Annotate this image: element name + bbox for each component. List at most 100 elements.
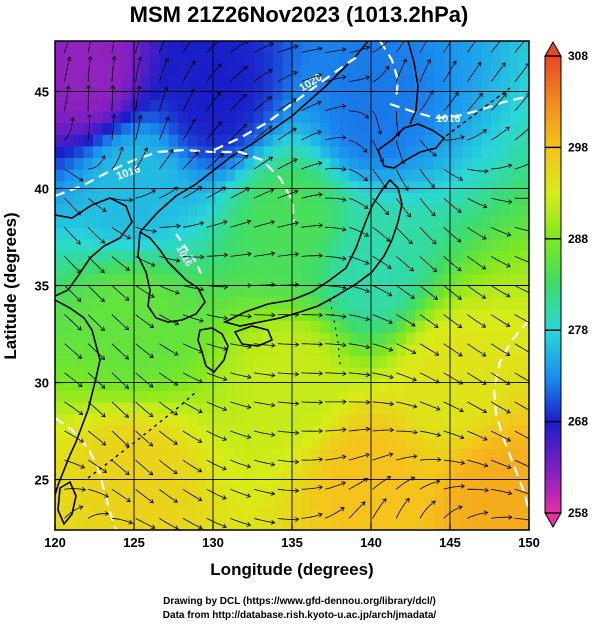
field-cell [149,169,160,182]
field-cell [310,75,322,89]
field-cell [254,41,265,54]
field-cell [83,320,94,333]
streamline [396,285,415,299]
field-cell [216,413,227,426]
field-cell [244,87,255,100]
streamline [443,227,462,243]
field-cell [130,262,141,275]
streamline-arrowhead [100,154,106,160]
field-cell [500,134,511,147]
streamline-arrowhead [150,262,156,267]
field-cell [453,413,464,426]
field-cell [386,110,397,124]
field-cell [529,169,539,181]
field-cell [358,425,369,438]
field-cell [235,401,246,415]
field-cell [244,99,255,112]
field-cell [92,506,103,519]
field-cell [443,285,454,298]
field-cell [424,413,435,426]
chart-title: MSM 21Z26Nov2023 (1013.2hPa) [130,2,469,27]
field-cell [216,41,227,54]
field-cell [348,180,359,193]
field-cell [510,460,521,473]
field-cell [55,460,66,473]
field-cell [358,506,369,519]
field-cell [130,355,141,368]
field-cell [206,413,217,426]
field-cell [472,110,483,124]
isobar-northeast [379,41,400,101]
field-cell [377,204,388,217]
field-cell [73,285,85,298]
field-cell [92,308,103,322]
field-cell [168,343,179,356]
field-cell [510,401,521,415]
streamline [372,226,391,242]
field-cell [358,145,369,159]
field-cell [254,52,265,65]
field-cell [405,460,416,473]
map-field: 1020 1016 1016 1016 [55,33,539,530]
field-cell [263,238,274,252]
field-cell [329,436,340,450]
field-cell [197,308,208,322]
field-cell [121,320,132,333]
field-cell [121,52,132,65]
field-cell [348,64,359,77]
field-cell [102,332,113,345]
streamline-arrowhead [531,261,535,265]
field-cell [282,227,293,240]
streamline-arrowhead [126,235,132,240]
field-cell [481,343,492,356]
streamline-arrowhead [506,464,512,470]
field-cell [320,169,331,182]
field-cell [273,204,284,217]
field-cell [149,390,160,403]
field-cell [453,52,464,65]
field-cell [225,506,236,519]
field-cell [348,75,359,89]
field-cell [102,157,113,170]
field-cell [206,52,217,65]
streamline [111,226,131,240]
field-cell [424,506,435,519]
field-cell [396,41,407,54]
streamline [443,285,462,300]
field-cell [216,64,227,77]
streamline [182,372,203,383]
field-cell [130,343,141,356]
field-cell [510,343,521,356]
streamline [348,314,370,321]
streamline-arrowhead [402,58,407,64]
streamline-arrowhead [137,114,143,120]
field-cell [519,262,529,275]
streamline-arrowhead [453,33,457,37]
streamline-arrowhead [411,349,417,355]
field-cell [339,320,350,333]
field-cell [216,250,227,263]
field-cell [320,157,331,170]
streamline-arrowhead [294,312,300,318]
field-cell [168,425,179,438]
streamline [419,197,436,217]
isobar-southeast [492,319,529,511]
field-cell [453,297,464,310]
field-cell [434,436,445,450]
field-cell [529,495,539,507]
field-cell [244,273,255,287]
field-cell [491,227,502,240]
field-cell [83,262,94,275]
streamline-arrowhead [293,158,298,163]
streamline [325,343,347,346]
field-cell [206,436,217,450]
streamline [230,41,249,53]
field-cell [216,332,227,345]
field-cell [254,367,265,380]
field-cell [149,518,160,530]
streamline-arrowhead [198,348,204,354]
field-cell [434,169,445,182]
field-cell [510,332,521,345]
field-cell [472,192,483,205]
field-cell [55,320,66,333]
